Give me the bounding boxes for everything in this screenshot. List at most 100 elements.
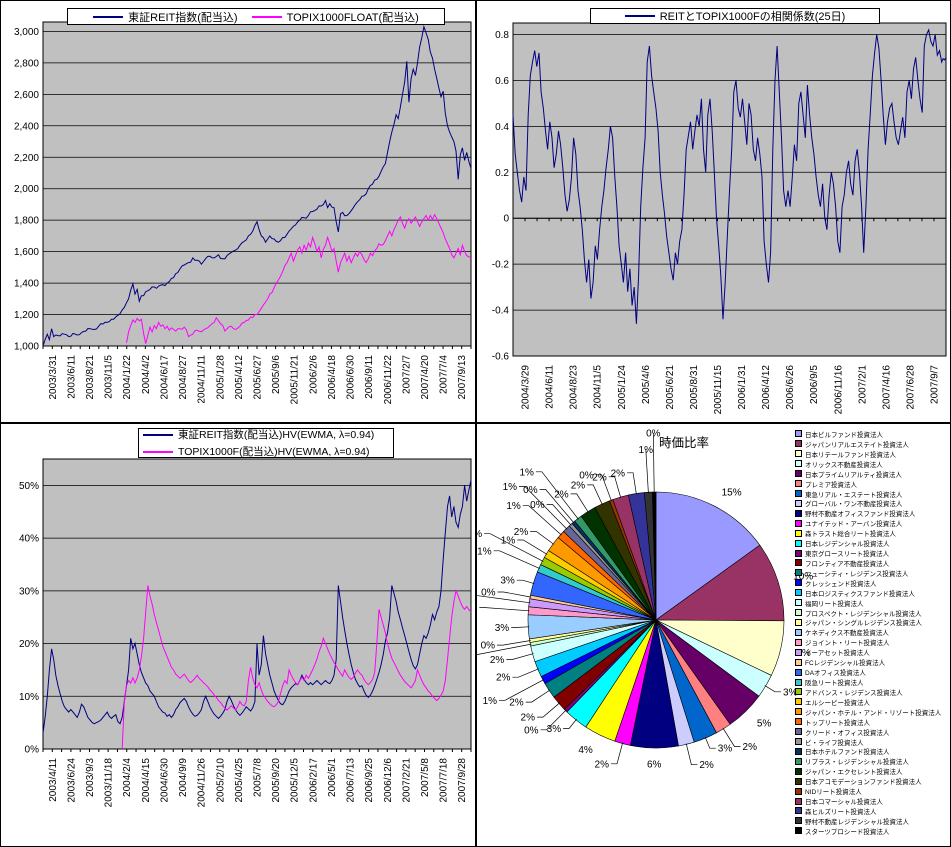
legend-entry: TOPIX1000F(配当込)HV(EWMA, λ=0.94)	[143, 444, 369, 459]
legend-swatch	[795, 430, 802, 438]
svg-text:2003/4/11: 2003/4/11	[48, 758, 59, 802]
pie-legend-item: ジャパンリアルエステイト投資法人	[795, 439, 941, 449]
legend-label: NIDリート投資法人	[805, 789, 862, 797]
legend-label: クリード・オフィス投資法人	[805, 729, 890, 737]
svg-text:1,600: 1,600	[14, 247, 39, 258]
legend-swatch	[795, 797, 802, 805]
label-leader-line	[525, 689, 551, 703]
x-axis-labels: 2003/3/31 2003/6/11 2003/8/21 2003/11/5 2004…	[48, 355, 468, 405]
svg-text:2005/6/21: 2005/6/21	[665, 365, 676, 410]
reit-index-chart-plot-svg: 1,000 1,200 1,400 1,600 1,800 2,000 2,200 2,400…	[14, 21, 472, 405]
volatility-chart-legend: 東証REIT指数(配当込)HV(EWMA, λ=0.94) TOPIX1000F(…	[138, 428, 394, 458]
legend-label: プロスペクト・レジデンシャル投資法人	[805, 610, 922, 618]
svg-text:2005/11/21: 2005/11/21	[290, 355, 301, 405]
svg-text:0%: 0%	[25, 745, 40, 756]
y-axis-labels: -0.6 -0.4 -0.2 0 0.2 0.4 0.6 0.8	[492, 30, 510, 363]
label-leader-line	[587, 484, 603, 505]
legend-swatch	[795, 559, 802, 567]
label-leader-line	[519, 486, 568, 530]
pie-legend-item: 日本レジデンシャル投資法人	[795, 538, 941, 548]
svg-text:0%: 0%	[530, 500, 545, 511]
svg-text:-0.4: -0.4	[492, 306, 510, 317]
x-axis	[42, 345, 472, 349]
x-axis	[42, 748, 472, 752]
svg-text:2%: 2%	[611, 468, 626, 479]
correlation-chart-legend: REITとTOPIX1000Fの相関係数(25日)	[590, 8, 880, 24]
legend-label: スターツプロシード投資法人	[805, 828, 890, 836]
svg-text:2007/2/7: 2007/2/7	[401, 355, 412, 394]
svg-text:2003/6/11: 2003/6/11	[66, 355, 77, 399]
legend-label: クレッシェンド投資法人	[805, 580, 877, 588]
svg-text:0: 0	[503, 214, 509, 225]
pie-legend-item: 日本ビルファンド投資法人	[795, 429, 941, 439]
label-leader-line	[570, 493, 589, 513]
svg-text:15%: 15%	[722, 487, 742, 498]
pie-slice-labels: 15%10%7%3%5%2%3%2%6%2%4%3%0%2%2%1%2%2%0%…	[477, 429, 813, 771]
svg-text:1,400: 1,400	[14, 279, 39, 290]
svg-text:1%: 1%	[477, 603, 478, 614]
pie-legend-item: 東急リアル・エステート投資法人	[795, 489, 941, 499]
svg-text:-0.6: -0.6	[492, 352, 510, 363]
legend-label: 森トラスト総合リート投資法人	[805, 531, 896, 539]
y-axis-labels: 0% 10% 20% 30% 40% 50%	[19, 481, 39, 756]
svg-text:2007/9/13: 2007/9/13	[457, 355, 468, 400]
legend-swatch	[795, 767, 802, 775]
legend-label: イーアセット投資法人	[805, 650, 870, 658]
svg-text:6%: 6%	[647, 759, 662, 770]
svg-text:2006/6/30: 2006/6/30	[346, 355, 357, 400]
legend-label: 日本プライムリアルティ投資法人	[805, 471, 902, 479]
label-leader-line	[484, 533, 544, 562]
legend-swatch	[795, 509, 802, 517]
svg-text:2004/4/2: 2004/4/2	[141, 355, 152, 394]
legend-label: ケネディクス不動産投資法人	[805, 630, 889, 638]
label-leader-line	[539, 489, 575, 524]
pie-legend-item: 日本コマーシャル投資法人	[795, 796, 941, 806]
legend-swatch	[795, 460, 802, 468]
label-leader-line	[608, 476, 622, 499]
legend-swatch	[795, 678, 802, 686]
svg-text:0.8: 0.8	[495, 30, 509, 41]
label-leader-line	[722, 727, 741, 747]
svg-text:2003/6/24: 2003/6/24	[66, 758, 77, 803]
svg-text:2003/11/5: 2003/11/5	[104, 355, 115, 399]
svg-text:0%: 0%	[481, 588, 496, 599]
svg-text:2006/5/1: 2006/5/1	[327, 758, 338, 797]
svg-text:2005/6/27: 2005/6/27	[253, 355, 264, 400]
svg-text:0.2: 0.2	[495, 168, 509, 179]
svg-text:2007/4/20: 2007/4/20	[420, 355, 431, 400]
legend-swatch	[795, 757, 802, 765]
svg-text:2%: 2%	[514, 527, 529, 538]
svg-text:2007/6/28: 2007/6/28	[905, 365, 916, 410]
svg-text:0%: 0%	[524, 725, 539, 736]
svg-text:10%: 10%	[19, 692, 39, 703]
legend-swatch	[795, 827, 802, 835]
label-leader-line	[506, 653, 534, 660]
svg-text:2,600: 2,600	[14, 90, 39, 101]
svg-text:2%: 2%	[554, 489, 569, 500]
pie-legend-item: ジャパン・エクセレント投資法人	[795, 766, 941, 776]
svg-text:2005/9/20: 2005/9/20	[271, 758, 282, 803]
svg-text:2%: 2%	[699, 760, 714, 771]
legend-entry: 東証REIT指数(配当込)HV(EWMA, λ=0.94)	[143, 427, 374, 442]
legend-entry: REITとTOPIX1000Fの相関係数(25日)	[624, 8, 846, 24]
legend-swatch	[795, 698, 802, 706]
legend-swatch	[795, 728, 802, 736]
legend-line-sample	[251, 15, 282, 18]
svg-text:0%: 0%	[579, 470, 594, 481]
market-cap-pie-panel: 15% 10% 7% 3% 5% 2% 3% 2% 6% 2% 4% 3% 0% 2% 2% 1% 2% 2% 0%…	[476, 423, 951, 847]
pie-legend-item: 森トラスト総合リート投資法人	[795, 528, 941, 538]
volatility-chart-plot-svg: 0%10%20%30%40%50%2003/4/11 2003/6/24 2003/…	[19, 458, 472, 808]
legend-swatch	[795, 489, 802, 497]
svg-text:1%: 1%	[477, 529, 482, 540]
label-leader-line	[645, 449, 649, 494]
svg-text:1%: 1%	[506, 501, 521, 512]
reit-index-chart-legend: 東証REIT指数(配当込) TOPIX1000FLOAT(配当込)	[67, 8, 445, 25]
svg-text:0.6: 0.6	[495, 76, 509, 87]
svg-text:2003/11/18: 2003/11/18	[104, 758, 115, 808]
legend-label: REITとTOPIX1000Fの相関係数(25日)	[659, 11, 846, 23]
legend-label: 阪急リート投資法人	[805, 680, 864, 688]
svg-text:2006/2/6: 2006/2/6	[308, 355, 319, 394]
label-leader-line	[685, 743, 698, 766]
legend-swatch	[795, 480, 802, 488]
pie-legend-item: 東京グロースリート投資法人	[795, 548, 941, 558]
